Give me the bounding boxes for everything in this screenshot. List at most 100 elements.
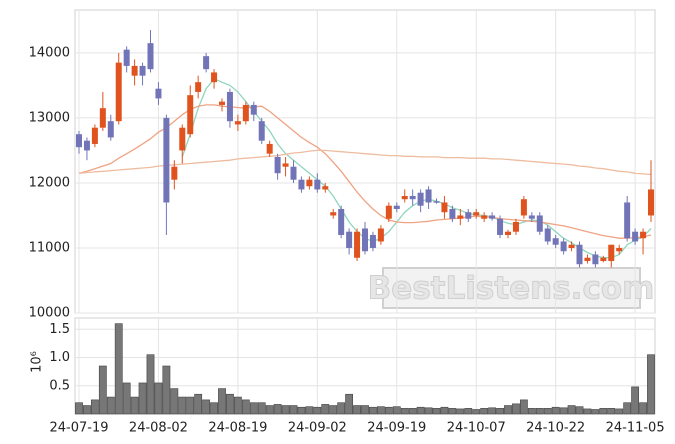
candle-body <box>473 212 480 216</box>
volume-bar <box>273 404 282 415</box>
x-tick-label: 24-10-07 <box>447 421 506 436</box>
candle-body <box>584 257 591 261</box>
candle-body <box>171 166 178 180</box>
candle-body <box>250 104 257 115</box>
volume-bar <box>337 402 346 415</box>
volume-bar <box>170 388 179 415</box>
volume-bar <box>392 406 401 415</box>
candle-body <box>560 241 567 252</box>
candle-body <box>520 199 527 216</box>
volume-bar <box>504 405 512 415</box>
candle-body <box>290 166 297 180</box>
volume-bar <box>226 393 234 415</box>
volume-bar <box>178 396 187 415</box>
volume-bar <box>408 408 417 415</box>
candle-body <box>600 257 607 261</box>
candle-body <box>441 202 448 213</box>
volume-bar <box>416 406 425 415</box>
candle-body <box>624 202 631 239</box>
candle-body <box>632 231 639 242</box>
volume-bar <box>313 406 322 415</box>
candle-body <box>369 234 376 248</box>
volume-bar <box>623 402 632 415</box>
volume-bar <box>257 402 266 415</box>
volume-bar <box>567 405 576 415</box>
volume-bar <box>281 405 290 415</box>
candle-body <box>576 244 583 265</box>
volume-bar <box>631 386 640 415</box>
volume-bar <box>249 402 258 415</box>
candle-body <box>544 228 551 242</box>
volume-bar <box>440 406 449 415</box>
candle-body <box>258 121 265 141</box>
volume-bar <box>543 408 552 415</box>
candle-body <box>330 212 337 216</box>
candle-body <box>616 247 623 252</box>
volume-bar <box>345 393 354 415</box>
candle-body <box>608 244 615 261</box>
candle-body <box>377 228 384 242</box>
candle-body <box>497 218 504 235</box>
candle-body <box>203 56 210 70</box>
candle-body <box>266 143 273 154</box>
candle-body <box>282 163 289 167</box>
candle-body <box>409 195 416 200</box>
volume-bar <box>448 408 457 415</box>
volume-bar <box>289 405 298 415</box>
volume-bar <box>162 365 171 415</box>
y-axis-label: 10⁶ <box>30 351 45 373</box>
candle-body <box>385 205 392 219</box>
volume-bar <box>432 408 441 415</box>
candle-body <box>449 208 456 219</box>
candle-body <box>234 121 241 125</box>
volume-bar <box>122 382 131 415</box>
volume-bar <box>202 399 211 415</box>
y-tick-label: 12000 <box>29 175 70 190</box>
x-tick-label: 24-10-22 <box>526 421 585 436</box>
x-tick-label: 24-07-19 <box>49 421 108 436</box>
volume-bar <box>138 382 147 415</box>
volume-bar <box>527 408 536 415</box>
volume-bar <box>512 403 520 415</box>
candle-body <box>76 134 82 148</box>
x-tick-label: 24-08-02 <box>129 421 188 436</box>
candle-body <box>322 186 329 190</box>
volume-bar <box>241 399 250 415</box>
candle-body <box>179 127 186 151</box>
y-tick-label: 11000 <box>29 240 70 255</box>
candle-body <box>457 215 464 219</box>
candle-body <box>592 254 599 265</box>
watermark-box <box>382 267 641 309</box>
candle-body <box>346 231 353 248</box>
candle-body <box>123 49 130 66</box>
volume-bar <box>607 408 616 415</box>
price-panel <box>74 9 656 314</box>
candle-body <box>274 156 281 174</box>
y-tick-label: 10000 <box>29 306 70 321</box>
candle-body <box>393 205 400 209</box>
candle-body <box>226 91 233 122</box>
candle-body <box>552 238 559 245</box>
volume-bar <box>535 408 544 415</box>
candle-body <box>338 208 345 235</box>
candle-body <box>115 62 122 122</box>
volume-bar <box>424 407 433 415</box>
volume-bar <box>130 396 139 415</box>
candle-body <box>83 140 90 151</box>
candle-body <box>91 127 98 144</box>
candle-body <box>99 108 106 128</box>
candle-body <box>195 82 202 92</box>
x-tick-label: 24-09-19 <box>367 421 426 436</box>
volume-bar <box>551 406 560 415</box>
volume-bar <box>83 405 91 415</box>
y-tick-label: 0.5 <box>49 378 70 393</box>
candle-body <box>401 195 408 200</box>
candle-body <box>362 228 368 252</box>
volume-bar <box>154 382 163 415</box>
y-tick-label: 1.5 <box>49 322 70 337</box>
volume-bar <box>321 404 330 415</box>
volume-bar <box>210 402 218 415</box>
candle-body <box>139 65 146 76</box>
candle-body <box>425 189 432 203</box>
candle-body <box>187 95 194 135</box>
